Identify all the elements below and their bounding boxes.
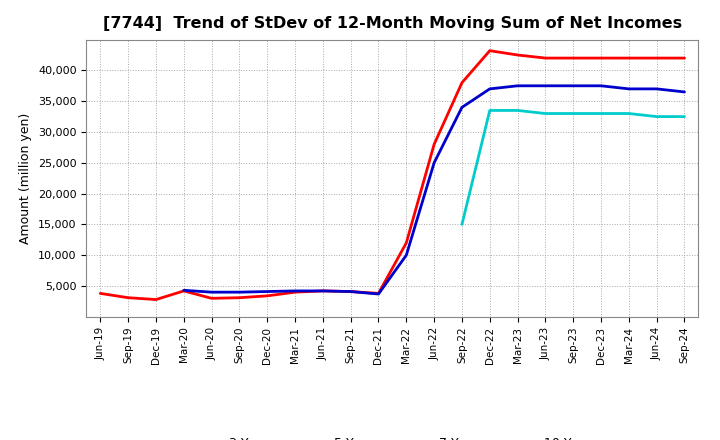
3 Years (513, 52, 522, 58)
5 Years (458, 105, 467, 110)
3 Years (374, 291, 383, 296)
3 Years (680, 55, 689, 61)
7 Years (597, 111, 606, 116)
Y-axis label: Amount (million yen): Amount (million yen) (19, 113, 32, 244)
3 Years (152, 297, 161, 302)
7 Years (513, 108, 522, 113)
3 Years (541, 55, 550, 61)
5 Years (402, 253, 410, 258)
7 Years (624, 111, 633, 116)
5 Years (207, 290, 216, 295)
5 Years (597, 83, 606, 88)
7 Years (680, 114, 689, 119)
5 Years (624, 86, 633, 92)
3 Years (346, 289, 355, 294)
3 Years (624, 55, 633, 61)
5 Years (235, 290, 243, 295)
3 Years (597, 55, 606, 61)
Legend: 3 Years, 5 Years, 7 Years, 10 Years: 3 Years, 5 Years, 7 Years, 10 Years (183, 432, 602, 440)
5 Years (485, 86, 494, 92)
7 Years (458, 222, 467, 227)
7 Years (541, 111, 550, 116)
3 Years (402, 240, 410, 246)
Line: 3 Years: 3 Years (100, 51, 685, 300)
Line: 7 Years: 7 Years (462, 110, 685, 224)
3 Years (485, 48, 494, 53)
3 Years (179, 288, 188, 293)
7 Years (569, 111, 577, 116)
3 Years (263, 293, 271, 298)
5 Years (374, 291, 383, 297)
5 Years (513, 83, 522, 88)
5 Years (291, 288, 300, 293)
5 Years (179, 288, 188, 293)
5 Years (541, 83, 550, 88)
3 Years (458, 80, 467, 85)
Title: [7744]  Trend of StDev of 12-Month Moving Sum of Net Incomes: [7744] Trend of StDev of 12-Month Moving… (103, 16, 682, 32)
3 Years (207, 296, 216, 301)
5 Years (680, 89, 689, 95)
3 Years (430, 142, 438, 147)
Line: 5 Years: 5 Years (184, 86, 685, 294)
5 Years (569, 83, 577, 88)
3 Years (652, 55, 661, 61)
5 Years (430, 160, 438, 165)
3 Years (96, 291, 104, 296)
5 Years (652, 86, 661, 92)
7 Years (652, 114, 661, 119)
3 Years (318, 288, 327, 293)
5 Years (346, 289, 355, 294)
3 Years (569, 55, 577, 61)
3 Years (235, 295, 243, 301)
7 Years (485, 108, 494, 113)
3 Years (291, 290, 300, 295)
5 Years (263, 289, 271, 294)
5 Years (318, 288, 327, 293)
3 Years (124, 295, 132, 301)
